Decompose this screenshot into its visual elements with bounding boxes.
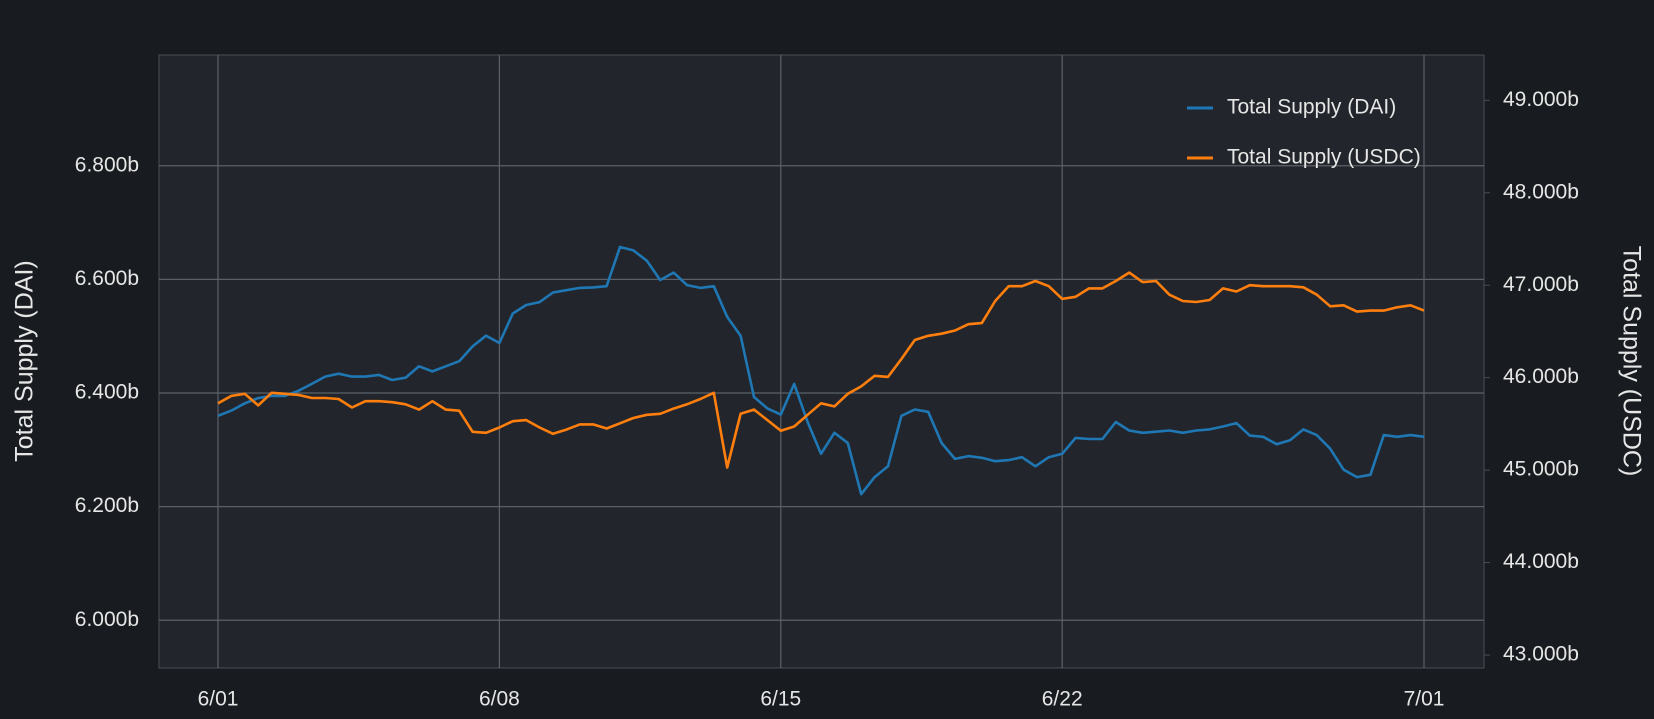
y2-tick-label: 46.000b [1503,365,1579,388]
y2-tick-label: 49.000b [1503,88,1579,111]
series-line [217,271,1425,469]
y-tick-label: 6.000b [75,608,139,631]
y2-tick-label: 47.000b [1503,273,1579,296]
x-tick-label: 6/01 [198,688,239,711]
y-tick-label: 6.600b [75,267,139,290]
y2-tick-label: 43.000b [1503,643,1579,666]
y2-axis-title: Total Supply (USDC) [1617,246,1645,477]
plot-area [158,54,1485,669]
x-tick-label: 7/01 [1404,688,1445,711]
y-tick-label: 6.200b [75,494,139,517]
y-axis-title: Total Supply (DAI) [11,260,39,461]
y-tick-label: 6.400b [75,381,139,404]
x-tick-label: 6/22 [1042,688,1083,711]
x-tick-label: 6/08 [479,688,520,711]
y2-tick-label: 44.000b [1503,550,1579,573]
y2-tick-label: 48.000b [1503,180,1579,203]
series-line [217,245,1425,496]
y-tick-label: 6.800b [75,153,139,176]
legend-label: Total Supply (DAI) [1227,96,1396,119]
y2-tick-label: 45.000b [1503,458,1579,481]
x-tick-label: 6/15 [760,688,801,711]
legend-label: Total Supply (USDC) [1227,146,1421,169]
